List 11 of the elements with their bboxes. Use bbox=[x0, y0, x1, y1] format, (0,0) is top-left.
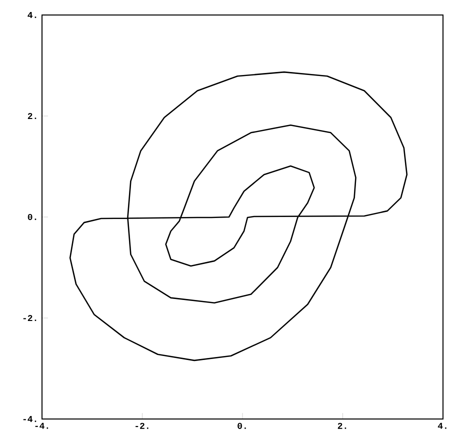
y-tick-label: 0. bbox=[28, 214, 36, 220]
y-tick-label: -2. bbox=[23, 314, 36, 322]
x-tick-label: -4. bbox=[35, 422, 48, 429]
x-tick-label: 4. bbox=[438, 422, 446, 429]
line-series bbox=[69, 71, 408, 362]
y-tick-label: 2. bbox=[28, 112, 36, 120]
y-tick-label: 4. bbox=[28, 12, 36, 18]
y-tick-label: -4. bbox=[23, 416, 36, 422]
x-tick-label: -2. bbox=[136, 422, 148, 429]
x-tick-label: 2. bbox=[338, 422, 346, 429]
x-tick-label: 0. bbox=[238, 422, 246, 429]
